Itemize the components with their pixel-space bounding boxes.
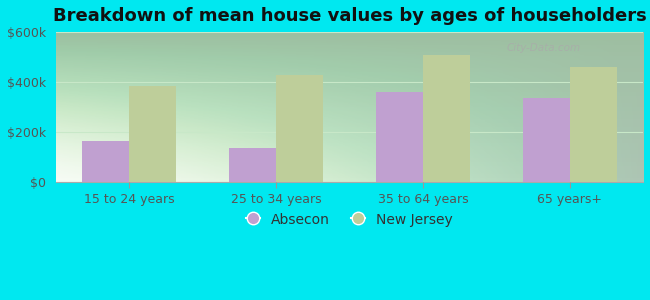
Bar [82,141,129,182]
Bar [376,92,423,182]
Title: Breakdown of mean house values by ages of householders: Breakdown of mean house values by ages o… [53,7,646,25]
Bar [523,98,569,182]
Bar [129,86,176,182]
Bar [569,67,617,182]
Legend: Absecon, New Jersey: Absecon, New Jersey [240,207,458,232]
Bar [423,55,470,182]
Bar [229,148,276,182]
Text: City-Data.com: City-Data.com [506,43,580,52]
Bar [276,75,323,182]
